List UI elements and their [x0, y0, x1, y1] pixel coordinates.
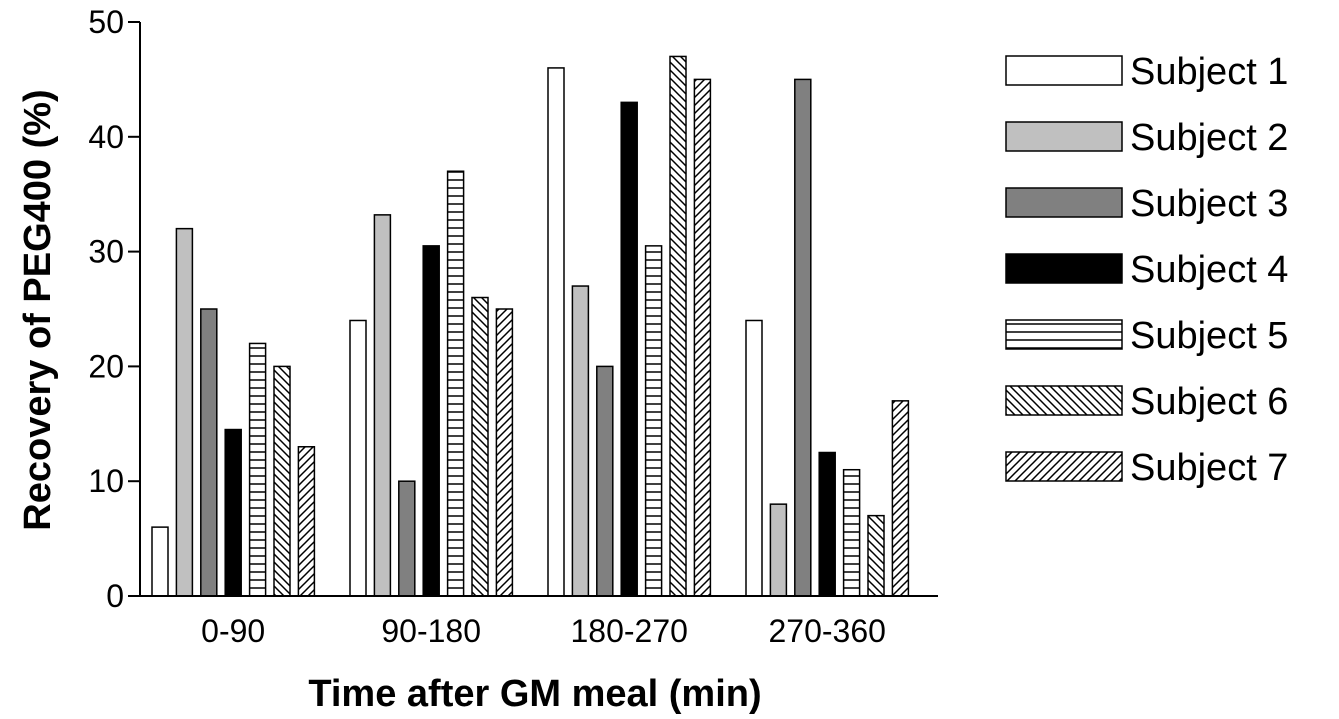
legend-item: Subject 5 — [1005, 315, 1288, 357]
bar — [644, 245, 663, 597]
legend-swatch — [1005, 385, 1123, 416]
y-tick-label: 40 — [88, 119, 124, 155]
bar — [398, 480, 416, 597]
legend-swatch — [1005, 319, 1123, 350]
legend-swatch — [1005, 451, 1123, 482]
x-tick-label: 0-90 — [201, 613, 265, 649]
bar — [842, 468, 861, 597]
legend: Subject 1 Subject 2 Subject 3 Subject 4 Subj… — [1005, 51, 1288, 489]
bar — [794, 78, 812, 597]
bar — [224, 428, 242, 597]
bar — [446, 170, 465, 597]
legend-label: Subject 5 — [1130, 315, 1288, 357]
bar — [547, 67, 565, 597]
bar — [151, 526, 169, 597]
bar — [273, 365, 291, 597]
legend-item: Subject 1 — [1005, 51, 1288, 93]
legend-item: Subject 4 — [1005, 249, 1288, 291]
legend-swatch — [1005, 253, 1123, 284]
legend-item: Subject 3 — [1005, 183, 1288, 225]
bar — [745, 319, 763, 597]
y-tick-label: 50 — [88, 4, 124, 40]
bar — [596, 365, 614, 597]
bar — [669, 55, 687, 597]
y-tick-label: 30 — [88, 234, 124, 270]
legend-label: Subject 6 — [1130, 381, 1288, 423]
bars-group — [151, 55, 910, 597]
legend-item: Subject 2 — [1005, 117, 1288, 159]
bar — [349, 319, 367, 597]
bar — [571, 285, 590, 597]
axes-group: 0 10 20 30 40 50 0-90 90-180 180-270 270-360 — [88, 4, 938, 649]
legend-label: Subject 2 — [1130, 117, 1288, 159]
x-axis-title: Time after GM meal (min) — [308, 673, 761, 715]
bar — [373, 214, 392, 597]
x-tick-label: 90-180 — [381, 613, 481, 649]
legend-item: Subject 7 — [1005, 447, 1288, 489]
legend-label: Subject 3 — [1130, 183, 1288, 225]
bar — [200, 308, 218, 597]
x-tick-label: 180-270 — [570, 613, 687, 649]
y-tick-label: 0 — [106, 578, 124, 614]
bar — [175, 227, 194, 597]
legend-swatch — [1005, 121, 1123, 152]
bar — [620, 101, 638, 597]
bar — [471, 296, 489, 597]
legend-swatch — [1005, 187, 1123, 218]
y-tick-label: 10 — [88, 463, 124, 499]
bar — [248, 342, 267, 597]
legend-label: Subject 1 — [1130, 51, 1288, 93]
legend-label: Subject 7 — [1130, 447, 1288, 489]
bar — [769, 503, 788, 597]
bar — [422, 245, 440, 597]
x-tick-label: 270-360 — [768, 613, 885, 649]
legend-item: Subject 6 — [1005, 381, 1288, 423]
bar — [693, 78, 712, 597]
y-tick-label: 20 — [88, 348, 124, 384]
bar — [297, 446, 316, 597]
bar — [818, 451, 836, 597]
bar — [867, 514, 885, 597]
y-axis-title: Recovery of PEG400 (%) — [17, 89, 59, 530]
bar — [891, 400, 910, 597]
legend-swatch — [1005, 55, 1123, 86]
legend-label: Subject 4 — [1130, 249, 1288, 291]
bar — [495, 308, 514, 597]
